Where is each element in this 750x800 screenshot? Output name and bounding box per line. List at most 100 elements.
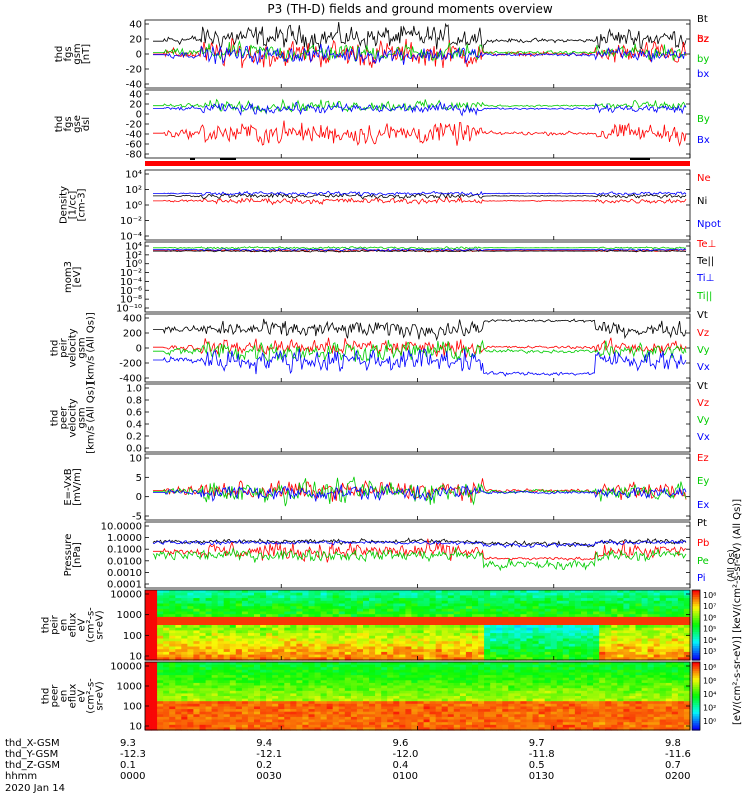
heatmap-cell — [508, 677, 515, 681]
heatmap-cell — [387, 635, 394, 640]
heatmap-cell — [211, 677, 219, 681]
heatmap-cell — [429, 664, 437, 668]
heatmap-cell — [647, 606, 655, 610]
heatmap-cell — [199, 685, 207, 689]
heatmap-cell — [350, 716, 358, 721]
heatmap-cell — [556, 662, 564, 666]
heatmap-cell — [562, 625, 570, 629]
heatmap-cell — [163, 606, 170, 610]
heatmap-cell — [605, 651, 612, 656]
heatmap-cell — [338, 664, 346, 668]
heatmap-cell — [508, 622, 515, 626]
heatmap-cell — [375, 719, 382, 723]
heatmap-cell — [465, 608, 473, 613]
heatmap-cell — [417, 706, 425, 710]
heatmap-cell — [332, 711, 340, 715]
heatmap-cell — [490, 719, 497, 723]
heatmap-cell — [151, 646, 158, 650]
heatmap-cell — [562, 664, 570, 668]
heatmap-cell — [568, 606, 576, 610]
heatmap-cell — [478, 633, 485, 637]
heatmap-cell — [187, 616, 195, 621]
heatmap-cell — [284, 662, 291, 666]
heatmap-cell — [520, 724, 528, 728]
heatmap-cell — [574, 685, 582, 689]
y-axis-label: velocity — [68, 398, 79, 437]
heatmap-cell — [659, 664, 667, 668]
heatmap-cell — [520, 608, 528, 613]
heatmap-cell — [175, 649, 182, 653]
heatmap-cell — [641, 600, 649, 605]
heatmap-cell — [677, 654, 685, 658]
heatmap-cell — [260, 633, 267, 637]
heatmap-cell — [677, 672, 685, 676]
heatmap-cell — [647, 722, 655, 726]
heatmap-cell — [326, 638, 334, 642]
heatmap-cell — [574, 680, 582, 684]
heatmap-cell — [308, 690, 316, 694]
heatmap-cell — [568, 598, 576, 602]
heatmap-cell — [247, 724, 255, 728]
heatmap-cell — [484, 600, 491, 605]
heatmap-cell — [593, 635, 600, 640]
heatmap-cell — [145, 590, 152, 594]
heatmap-cell — [229, 592, 237, 596]
heatmap-cell — [175, 635, 182, 640]
heatmap-cell — [635, 719, 643, 723]
heatmap-cell — [623, 657, 631, 661]
heatmap-cell — [429, 606, 437, 610]
heatmap-cell — [514, 682, 522, 687]
heatmap-cell — [187, 719, 195, 723]
heatmap-cell — [193, 633, 201, 637]
heatmap-cell — [332, 646, 340, 650]
heatmap-cell — [683, 677, 691, 681]
heatmap-cell — [459, 685, 467, 689]
heatmap-cell — [302, 703, 310, 707]
heatmap-cell — [217, 625, 225, 629]
heatmap-cell — [411, 696, 419, 700]
heatmap-cell — [472, 598, 479, 602]
heatmap-cell — [272, 682, 279, 687]
heatmap-cell — [581, 649, 588, 653]
heatmap-cell — [278, 685, 285, 689]
heatmap-cell — [472, 627, 479, 631]
heatmap-cell — [641, 630, 649, 634]
heatmap-cell — [556, 600, 564, 605]
heatmap-cell — [683, 619, 691, 623]
heatmap-cell — [241, 592, 249, 596]
heatmap-cell — [266, 716, 273, 721]
heatmap-cell — [490, 614, 497, 618]
heatmap-cell — [181, 616, 188, 621]
heatmap-cell — [205, 619, 213, 623]
heatmap-cell — [508, 714, 515, 718]
heatmap-cell — [417, 680, 425, 684]
heatmap-cell — [653, 635, 661, 640]
heatmap-cell — [478, 714, 485, 718]
heatmap-cell — [623, 611, 631, 615]
heatmap-cell — [435, 664, 443, 668]
heatmap-cell — [417, 716, 425, 721]
heatmap-cell — [157, 651, 164, 656]
heatmap-cell — [338, 625, 346, 629]
heatmap-cell — [381, 698, 388, 702]
heatmap-cell — [465, 611, 473, 615]
heatmap-cell — [332, 664, 340, 668]
heatmap-cell — [169, 641, 176, 645]
heatmap-cell — [235, 662, 243, 666]
heatmap-cell — [587, 685, 594, 689]
heatmap-cell — [581, 682, 588, 687]
heatmap-cell — [181, 638, 188, 642]
heatmap-cell — [375, 619, 382, 623]
heatmap-cell — [429, 690, 437, 694]
heatmap-cell — [181, 625, 188, 629]
heatmap-cell — [211, 685, 219, 689]
heatmap-cell — [617, 709, 624, 713]
heatmap-cell — [314, 662, 322, 666]
heatmap-cell — [235, 693, 243, 697]
heatmap-cell — [211, 675, 219, 679]
heatmap-cell — [290, 722, 297, 726]
heatmap-cell — [344, 682, 352, 687]
heatmap-cell — [556, 657, 564, 661]
heatmap-cell — [175, 641, 182, 645]
heatmap-cell — [435, 616, 443, 621]
